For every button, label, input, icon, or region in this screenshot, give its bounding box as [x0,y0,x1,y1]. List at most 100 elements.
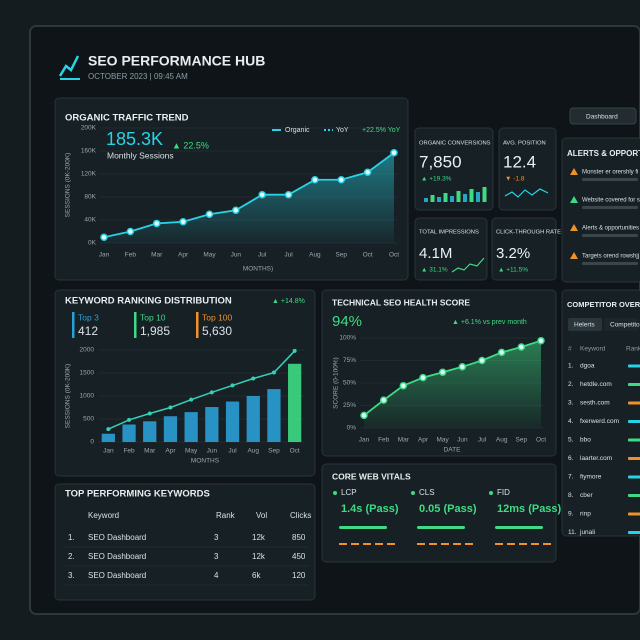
change: ▲ +14.8% [272,298,305,305]
bar [101,433,115,442]
table-cell: 6k [252,571,261,580]
bar [246,396,260,442]
logo [58,55,80,80]
legend-item: +22.5% YoY [362,127,401,134]
point [379,396,388,404]
column-header: Rank [216,511,236,520]
line [103,152,395,239]
kpi-change: ▲ +11.5% [498,267,528,274]
point [152,219,161,228]
x-tick-label: Oct [536,437,546,444]
x-tick-label: Jun [207,448,218,455]
kpi-value: 3.2% [496,245,530,262]
summary-label: Top 3 [78,312,99,322]
point [205,210,214,218]
row-keyword: sesth.com [580,400,610,407]
y-axis-label: SCORE (0-100%) [333,357,340,409]
kpi-label: CLICK-THROUGH RATE [496,230,561,236]
point [360,411,368,420]
point [363,168,372,177]
vital-value: 1.4s (Pass) [341,503,399,515]
y-tick-label: 50% [343,380,356,387]
tab-label[interactable]: Competitor [610,322,640,329]
vital-bar [339,526,387,529]
x-tick-label: May [185,448,198,455]
y-tick-label: 0 [90,439,94,446]
point [232,206,240,214]
change: ▲ 22.5% [172,140,209,150]
mini-bar [469,189,474,202]
bar [143,421,157,442]
trend-point [292,348,297,353]
dropdown[interactable] [569,107,637,125]
point [517,343,526,351]
sparkline [504,188,549,198]
summary-swatch [196,312,199,338]
panel-title: CORE WEB VITALS [332,471,411,481]
tab[interactable] [568,318,602,331]
mini-bar [424,198,428,202]
x-tick-label: Jul [228,448,237,455]
table-cell: SEO Dashboard [88,533,146,542]
kpi-change: ▼ -1.8 [505,176,525,183]
tab-label[interactable]: Helerts [574,322,595,329]
y-tick-label: 0K [88,240,97,247]
status-dot [489,491,493,495]
point [419,373,427,382]
rank-indicator [628,401,640,405]
row-keyword: fxerwerd.com [580,418,619,425]
table-cell: 2. [68,552,75,561]
trend-line [108,350,296,430]
mini-bar [476,192,480,202]
row-keyword: hetdle.com [580,381,612,388]
row-keyword: rinp [580,511,591,518]
x-tick-label: May [437,437,450,444]
bar [225,401,240,442]
bar [267,389,281,442]
point [100,233,108,241]
alert-text: Targets orend rowshjj [582,254,639,260]
panel [321,463,557,563]
area [364,340,541,428]
header-subtitle: OCTOBER 2023 | 09:45 AM [88,72,188,81]
alert-icon [570,168,578,175]
panel [561,289,640,537]
mini-bar [463,194,467,202]
dropdown-label[interactable]: Dashboard [586,114,618,121]
status-dot [333,491,337,495]
table-cell: 1. [68,533,75,542]
x-tick-label: Mar [151,252,163,259]
x-tick-label: Apr [165,448,176,455]
summary-value: 5,630 [202,324,232,338]
trend-point [230,383,235,388]
chart-subtitle: Monthly Sessions [107,150,174,160]
x-tick-label: Sep [335,252,347,259]
row-index: 4. [568,418,574,425]
rank-indicator [628,364,640,368]
tab[interactable] [604,318,638,331]
point [179,217,187,226]
y-axis-label: SESSIONS (0K-200K) [65,364,72,429]
sparkline [451,257,485,273]
row-index: 5. [568,437,574,444]
y-tick-label: 1000 [80,393,95,400]
x-axis-label: MONTHS) [243,266,273,273]
row-index: 7. [568,474,574,481]
alert-subline [582,206,638,209]
summary-value: 1,985 [140,324,170,338]
bar [288,363,302,442]
change: ▲ +6.1% vs prev month [452,319,527,326]
row-index: 6. [568,455,574,462]
y-tick-label: 0% [347,425,357,432]
trend-point [189,397,194,402]
trend-point [127,417,132,422]
rank-indicator [628,438,640,442]
x-tick-label: Aug [309,252,321,259]
legend-item: YoY [336,127,349,134]
x-tick-label: Jul [258,252,267,259]
summary-swatch [134,312,137,338]
table-cell: 3 [214,552,219,561]
x-tick-label: May [203,252,216,259]
x-tick-label: Feb [125,252,137,259]
mini-bar [482,187,487,202]
